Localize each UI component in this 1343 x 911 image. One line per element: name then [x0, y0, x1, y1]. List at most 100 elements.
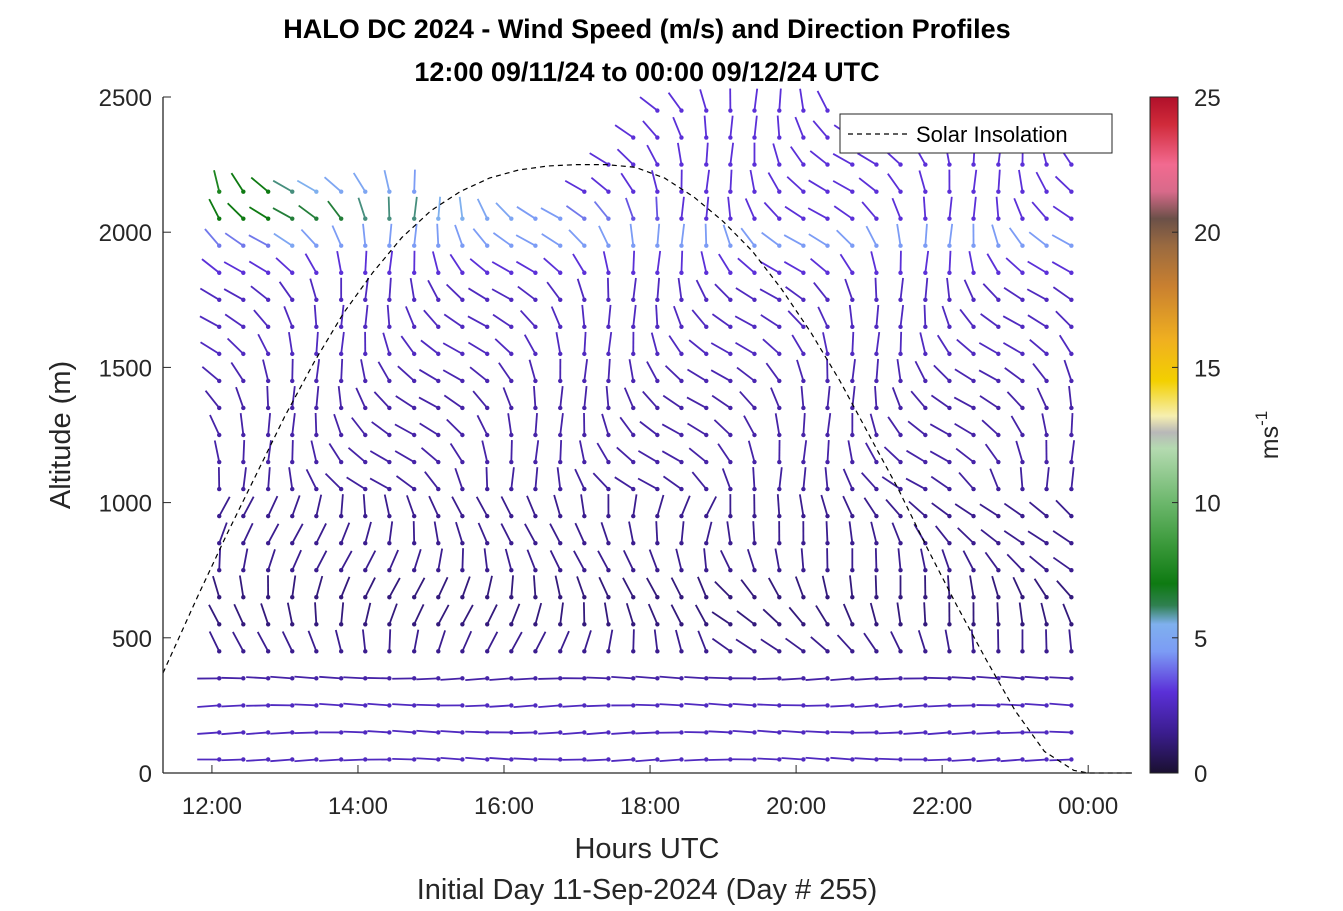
- wind-barb-point: [290, 540, 295, 546]
- wind-barb: [781, 677, 804, 681]
- wind-barb: [1002, 315, 1023, 328]
- wind-barb: [655, 521, 659, 544]
- wind-barb-point: [704, 135, 709, 140]
- wind-barb-point: [801, 189, 806, 194]
- wind-barb-point: [1069, 189, 1074, 194]
- wind-barb-point: [850, 378, 855, 384]
- wind-barb: [371, 421, 390, 436]
- wind-barb-point: [679, 351, 684, 357]
- wind-barb-point: [509, 351, 514, 357]
- wind-barb: [830, 677, 853, 681]
- wind-barb-point: [801, 540, 806, 546]
- wind-barb: [1012, 576, 1024, 598]
- wind-barb: [767, 577, 781, 598]
- wind-barb-point: [314, 676, 319, 681]
- wind-barb-point: [1044, 243, 1049, 248]
- wind-barb: [647, 603, 659, 625]
- wind-barb: [734, 315, 755, 328]
- wind-barb-point: [801, 108, 806, 113]
- wind-barb-point: [436, 243, 441, 248]
- wind-barb-point: [1044, 676, 1049, 681]
- wind-barb: [373, 391, 391, 409]
- wind-barb: [611, 676, 634, 680]
- wind-barb: [991, 575, 1000, 598]
- wind-barb: [648, 549, 659, 571]
- wind-barb: [927, 731, 950, 736]
- wind-barb-point: [947, 351, 952, 357]
- wind-barb-point: [290, 405, 295, 411]
- wind-barb: [515, 234, 536, 247]
- wind-barb: [246, 731, 269, 736]
- wind-barb-point: [655, 216, 660, 221]
- wind-barb-point: [387, 486, 392, 492]
- wind-barb: [699, 89, 708, 111]
- wind-barb: [717, 443, 732, 463]
- wind-barb: [830, 756, 853, 761]
- wind-barb-point: [582, 432, 587, 438]
- wind-barb-point: [338, 459, 344, 465]
- wind-barb-point: [265, 243, 271, 248]
- wind-barb: [223, 288, 244, 301]
- wind-barb: [546, 281, 561, 301]
- wind-barb-point: [411, 649, 417, 654]
- wind-barb: [732, 729, 755, 734]
- colorbar-tick-label: 15: [1194, 355, 1221, 382]
- wind-barb: [710, 342, 731, 355]
- wind-barb: [969, 575, 975, 598]
- wind-barb-point: [533, 351, 538, 357]
- wind-barb: [688, 447, 707, 463]
- wind-barb: [968, 250, 975, 273]
- wind-barb-point: [971, 622, 976, 627]
- wind-barb-point: [1044, 459, 1049, 465]
- wind-barb: [559, 602, 564, 625]
- wind-barb: [562, 731, 585, 735]
- wind-barb-point: [996, 378, 1001, 384]
- wind-barb-point: [1069, 622, 1074, 627]
- wind-barb: [646, 144, 659, 166]
- wind-barb: [343, 730, 366, 734]
- wind-barb-point: [241, 297, 246, 302]
- wind-barb: [481, 440, 489, 463]
- wind-barb-point: [436, 216, 441, 221]
- wind-barb-point: [338, 405, 344, 411]
- wind-barb-point: [728, 540, 733, 546]
- wind-barb-point: [679, 540, 684, 546]
- wind-barb-point: [606, 216, 611, 221]
- wind-barb-point: [631, 378, 636, 384]
- wind-barb-point: [363, 676, 368, 681]
- wind-barb-point: [265, 703, 271, 708]
- wind-barb: [906, 449, 926, 463]
- x-axis-label: Hours UTC: [574, 833, 719, 865]
- wind-barb: [562, 704, 585, 708]
- wind-barb-point: [460, 351, 465, 357]
- wind-barb: [1024, 758, 1047, 762]
- wind-barb-point: [971, 568, 976, 573]
- wind-barb-point: [728, 270, 733, 275]
- wind-barb: [446, 418, 464, 436]
- wind-barb-point: [1020, 649, 1025, 654]
- wind-barb-point: [655, 486, 660, 492]
- wind-barb: [753, 115, 758, 138]
- wind-barb: [714, 283, 732, 301]
- wind-barb: [556, 467, 562, 490]
- wind-barb: [800, 385, 805, 409]
- wind-barb: [583, 358, 588, 382]
- wind-barb: [825, 521, 829, 544]
- wind-barb-point: [704, 540, 709, 546]
- wind-barb: [807, 207, 828, 220]
- wind-barb: [774, 548, 781, 571]
- wind-barb: [996, 602, 1000, 625]
- wind-barb-point: [655, 703, 660, 708]
- wind-barb-point: [923, 459, 928, 465]
- wind-barb-point: [558, 730, 563, 735]
- wind-barb-point: [363, 540, 368, 546]
- wind-barb: [616, 446, 634, 463]
- wind-barb: [513, 731, 536, 734]
- wind-barb-point: [436, 513, 441, 519]
- wind-barb-point: [825, 676, 830, 681]
- wind-barb-point: [801, 135, 806, 140]
- wind-barb: [611, 758, 634, 762]
- wind-barb-point: [923, 676, 928, 681]
- wind-barb: [424, 471, 440, 490]
- wind-barb-point: [704, 189, 709, 194]
